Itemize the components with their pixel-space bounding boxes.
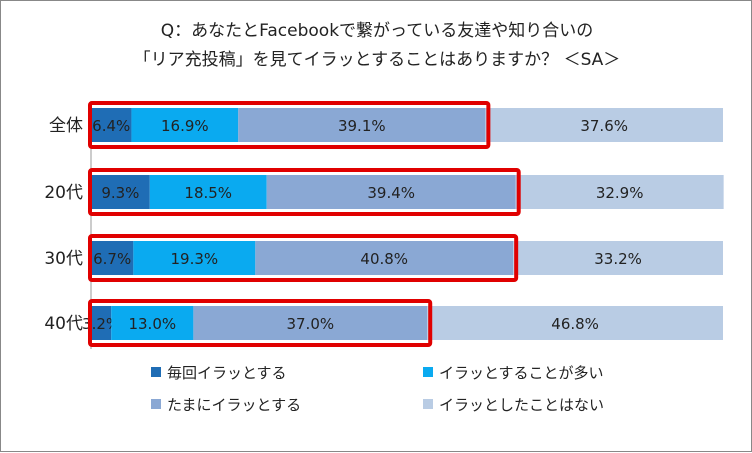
data-label: 6.7%	[93, 250, 131, 268]
bar-segment	[513, 241, 723, 275]
data-label: 19.3%	[171, 250, 219, 268]
legend-swatch	[423, 398, 433, 409]
bar-segment	[91, 306, 112, 340]
legend-item-never: イラッとしたことはない	[423, 394, 604, 414]
data-label: 39.4%	[367, 184, 415, 202]
bar-segment	[111, 306, 194, 340]
data-label: 37.0%	[286, 315, 334, 333]
category-label: 40代	[44, 314, 83, 334]
bar-segment	[193, 306, 428, 340]
highlight-box	[88, 299, 433, 347]
data-label: 33.2%	[594, 250, 642, 268]
bar-segment	[133, 241, 256, 275]
legend-label: イラッとすることが多い	[439, 364, 604, 382]
highlight-box	[88, 101, 491, 149]
legend-swatch	[151, 398, 161, 409]
bar-segment	[266, 175, 516, 209]
data-label: 6.4%	[92, 117, 130, 135]
bar-segment	[91, 108, 132, 142]
bar-segment	[91, 175, 150, 209]
bar-segment	[485, 108, 723, 142]
data-label: 40.8%	[360, 250, 408, 268]
legend-item-sometimes: たまにイラッとする	[151, 394, 301, 414]
bar-segment	[427, 306, 723, 340]
bar-segment	[131, 108, 239, 142]
highlight-box	[88, 234, 519, 282]
bar-segment	[238, 108, 486, 142]
data-label: 13.0%	[128, 315, 176, 333]
bar-segment	[515, 175, 724, 209]
data-label: 32.9%	[596, 184, 644, 202]
bar-segment	[91, 241, 134, 275]
chart-title-line-1: Q：あなたとFacebookで繋がっている友達や知り合いの	[160, 21, 594, 41]
category-label: 全体	[49, 116, 83, 136]
category-label: 30代	[44, 249, 83, 269]
data-label: 9.3%	[101, 184, 139, 202]
highlight-box	[88, 168, 521, 216]
legend-item-often: イラッとすることが多い	[423, 362, 604, 382]
data-label: 18.5%	[184, 184, 232, 202]
bar-segment	[255, 241, 514, 275]
legend-label: イラッとしたことはない	[439, 396, 605, 414]
chart-title-line-2: 「リア充投稿」を見てイラッとすることはありますか？ ＜SA＞	[133, 50, 621, 70]
legend-swatch	[151, 366, 161, 377]
data-label: 39.1%	[338, 117, 386, 135]
legend-label: たまにイラッとする	[167, 396, 302, 414]
data-label: 37.6%	[580, 117, 628, 135]
category-label: 20代	[44, 183, 83, 203]
data-label: 46.8%	[551, 315, 599, 333]
legend-label: 毎回イラッとする	[167, 364, 287, 382]
data-label: 16.9%	[161, 117, 209, 135]
legend-item-every-time: 毎回イラッとする	[151, 362, 287, 382]
legend-swatch	[423, 366, 433, 377]
bar-segment	[149, 175, 267, 209]
